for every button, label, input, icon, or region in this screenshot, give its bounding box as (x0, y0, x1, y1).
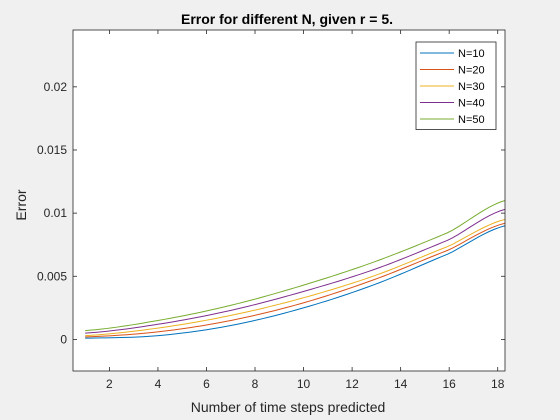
series-line-n10 (85, 225, 506, 339)
x-tick-label: 4 (155, 377, 162, 391)
y-tick-label: 0.015 (37, 143, 67, 157)
series-line-n30 (85, 218, 506, 337)
series-line-n50 (85, 200, 506, 332)
legend-label: N=30 (458, 81, 485, 93)
legend-label: N=10 (458, 48, 485, 60)
x-axis-label: Number of time steps predicted (191, 399, 386, 415)
plot-frame (72, 29, 506, 372)
y-tick-label: 0.02 (44, 80, 68, 94)
y-tick-label: 0.01 (44, 206, 68, 220)
y-tick-label: 0.005 (37, 269, 67, 283)
legend-label: N=20 (458, 65, 485, 77)
legend: N=10 N=20 N=30 N=40 N=50 (415, 41, 497, 130)
y-axis-label: Error (13, 189, 29, 220)
x-tick-label: 12 (345, 377, 359, 391)
x-tick-label: 14 (394, 377, 408, 391)
series-line-n20 (85, 222, 506, 338)
chart-title: Error for different N, given r = 5. (181, 11, 393, 27)
legend-label: N=40 (458, 98, 485, 110)
x-tick-label: 18 (491, 377, 505, 391)
series-line-n40 (85, 208, 506, 334)
x-tick-label: 2 (106, 377, 113, 391)
y-tick-label: 0 (60, 332, 67, 346)
x-tick-label: 8 (252, 377, 259, 391)
legend-label: N=50 (458, 114, 485, 126)
x-tick-label: 10 (297, 377, 311, 391)
x-tick-label: 16 (443, 377, 457, 391)
x-tick-label: 6 (203, 377, 210, 391)
